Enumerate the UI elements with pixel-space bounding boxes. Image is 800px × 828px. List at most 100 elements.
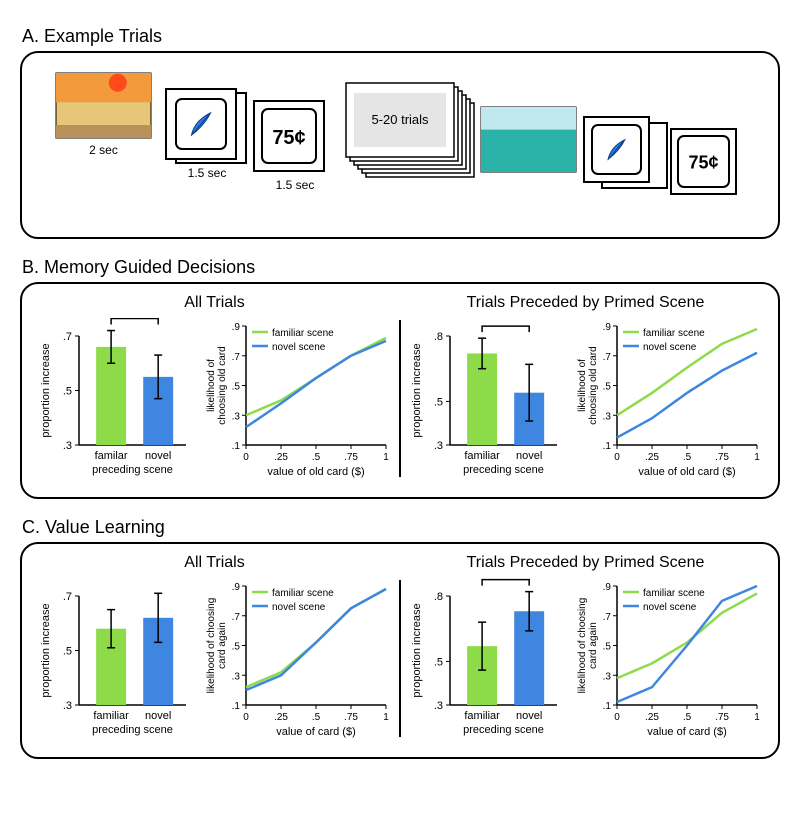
svg-text:.5: .5 [603, 642, 612, 653]
svg-text:.3: .3 [232, 411, 241, 422]
panel-a-label: A. Example Trials [22, 26, 780, 47]
svg-text:.1: .1 [603, 441, 612, 452]
svg-text:proportion increase: proportion increase [411, 343, 423, 437]
svg-text:.5: .5 [603, 382, 612, 393]
curve-chart-c-right: .1 .3 .5 .7 .9 0 .25 .5 .75 1 value of card ($) lik… [573, 578, 763, 743]
svg-text:preceding scene: preceding scene [463, 724, 544, 736]
svg-text:.5: .5 [232, 382, 241, 393]
svg-text:card again: card again [588, 622, 599, 669]
divider [399, 580, 401, 737]
svg-text:.75: .75 [344, 712, 358, 723]
svg-text:novel: novel [516, 450, 542, 462]
svg-text:novel scene: novel scene [643, 342, 697, 353]
svg-text:75¢: 75¢ [688, 153, 718, 173]
svg-text:.25: .25 [645, 452, 659, 463]
svg-text:.3: .3 [603, 671, 612, 682]
svg-text:familiar: familiar [464, 710, 500, 722]
svg-text:2 sec: 2 sec [89, 143, 118, 157]
svg-text:proportion increase: proportion increase [411, 603, 423, 697]
svg-text:.9: .9 [232, 582, 241, 593]
panel-b-left-title: All Trials [184, 294, 244, 312]
svg-text:familiar scene: familiar scene [643, 588, 705, 599]
svg-text:1.5 sec: 1.5 sec [188, 166, 227, 180]
svg-text:.7: .7 [232, 612, 241, 623]
svg-text:.3: .3 [434, 440, 443, 452]
svg-text:familiar: familiar [93, 710, 129, 722]
svg-text:choosing old card: choosing old card [217, 346, 228, 424]
svg-text:value of card ($): value of card ($) [276, 726, 355, 738]
svg-text:.25: .25 [645, 712, 659, 723]
panel-c-right-title: Trials Preceded by Primed Scene [467, 554, 705, 572]
svg-text:.25: .25 [274, 712, 288, 723]
svg-text:familiar: familiar [464, 450, 500, 462]
svg-text:card again: card again [217, 622, 228, 669]
svg-text:1: 1 [383, 452, 389, 463]
svg-text:0: 0 [243, 712, 249, 723]
svg-text:1: 1 [754, 712, 760, 723]
svg-text:.3: .3 [63, 440, 72, 452]
svg-text:value of card ($): value of card ($) [647, 726, 726, 738]
svg-text:.75: .75 [715, 452, 729, 463]
svg-text:value of old card ($): value of old card ($) [267, 466, 364, 478]
svg-text:.7: .7 [232, 352, 241, 363]
svg-text:.5: .5 [63, 386, 72, 398]
svg-text:novel scene: novel scene [272, 342, 326, 353]
svg-text:.9: .9 [603, 582, 612, 593]
svg-text:.5: .5 [312, 712, 321, 723]
svg-text:familiar scene: familiar scene [272, 588, 334, 599]
svg-text:choosing old card: choosing old card [588, 346, 599, 424]
svg-text:5-20 trials: 5-20 trials [371, 112, 429, 127]
svg-text:.5: .5 [683, 452, 692, 463]
svg-text:familar: familar [95, 450, 128, 462]
svg-text:.7: .7 [603, 352, 612, 363]
svg-text:preceding scene: preceding scene [92, 464, 173, 476]
svg-text:value of old card ($): value of old card ($) [638, 466, 735, 478]
svg-text:.75: .75 [715, 712, 729, 723]
svg-text:proportion increase: proportion increase [40, 343, 52, 437]
svg-text:.1: .1 [232, 441, 241, 452]
svg-text:.7: .7 [603, 612, 612, 623]
svg-text:.5: .5 [434, 396, 443, 408]
panel-b: All Trials .3 .5 .7 * familar novel preceding … [20, 282, 780, 499]
svg-text:.1: .1 [603, 701, 612, 712]
svg-text:novel: novel [516, 710, 542, 722]
svg-text:.75: .75 [344, 452, 358, 463]
svg-text:likelihood of: likelihood of [577, 359, 588, 412]
bar-chart-c-right: .3.5.8*familiarnovelpreceding scenepropo… [408, 578, 563, 743]
svg-text:familiar scene: familiar scene [272, 328, 334, 339]
svg-text:.5: .5 [232, 642, 241, 653]
panel-b-right-title: Trials Preceded by Primed Scene [467, 294, 705, 312]
svg-text:.9: .9 [603, 322, 612, 333]
bar-chart-b-right: .3 .5 .8 * familiar novel preceding scene propo… [408, 318, 563, 483]
curve-chart-b-left: .1.3.5.7.90.25.5.751value of old card ($… [202, 318, 392, 483]
svg-text:likelihood of choosing: likelihood of choosing [206, 598, 217, 694]
svg-text:.3: .3 [603, 411, 612, 422]
svg-text:preceding scene: preceding scene [463, 464, 544, 476]
svg-text:.8: .8 [434, 331, 443, 343]
panel-c: All Trials .3.5.7familiarnovelpreceding … [20, 542, 780, 759]
svg-text:preceding scene: preceding scene [92, 724, 173, 736]
svg-text:likelihood of: likelihood of [206, 359, 217, 412]
svg-text:*: * [503, 318, 509, 326]
svg-text:likelihood of choosing: likelihood of choosing [577, 598, 588, 694]
svg-text:novel scene: novel scene [643, 602, 697, 613]
svg-text:novel: novel [145, 710, 171, 722]
svg-text:0: 0 [614, 712, 620, 723]
svg-text:familiar scene: familiar scene [643, 328, 705, 339]
svg-text:.9: .9 [232, 322, 241, 333]
bar-chart-c-left: .3.5.7familiarnovelpreceding scenepropor… [37, 578, 192, 743]
svg-text:*: * [503, 578, 509, 580]
svg-text:.3: .3 [232, 671, 241, 682]
svg-text:1.5 sec: 1.5 sec [276, 178, 315, 192]
svg-text:.25: .25 [274, 452, 288, 463]
svg-text:novel scene: novel scene [272, 602, 326, 613]
trials-diagram: 2 sec1.5 sec75¢1.5 sec5-20 trials75¢ [36, 63, 756, 223]
svg-text:0: 0 [614, 452, 620, 463]
svg-text:.7: .7 [63, 591, 72, 603]
svg-text:.7: .7 [63, 331, 72, 343]
svg-text:.5: .5 [63, 646, 72, 658]
curve-chart-c-left: .1.3.5.7.90.25.5.751value of card ($)lik… [202, 578, 392, 743]
divider [399, 320, 401, 477]
svg-text:.5: .5 [683, 712, 692, 723]
panel-a: 2 sec1.5 sec75¢1.5 sec5-20 trials75¢ [20, 51, 780, 239]
